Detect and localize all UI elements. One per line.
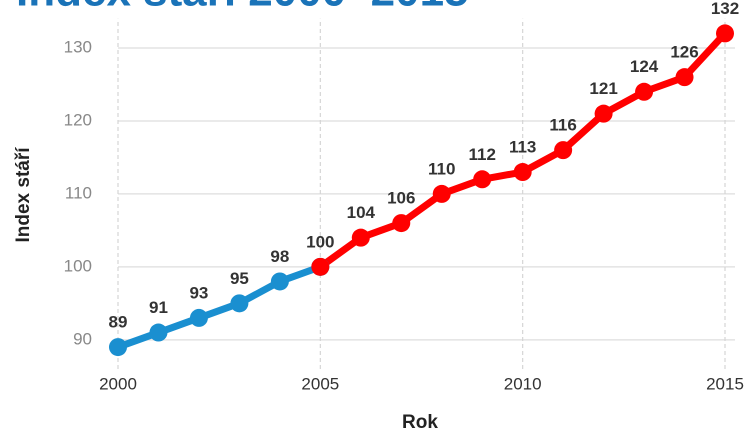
point xyxy=(675,68,694,87)
data-label: 112 xyxy=(468,145,495,164)
point xyxy=(473,170,492,189)
data-label: 93 xyxy=(189,283,208,302)
data-label: 91 xyxy=(149,298,168,317)
data-label: 95 xyxy=(230,269,249,288)
y-tick-label: 110 xyxy=(65,183,92,202)
point xyxy=(149,323,168,342)
x-tick-label: 2010 xyxy=(504,374,542,393)
point xyxy=(554,141,573,160)
point xyxy=(270,272,289,291)
y-tick-label: 130 xyxy=(64,37,92,56)
point xyxy=(716,24,734,43)
point xyxy=(311,257,330,276)
data-label: 116 xyxy=(549,116,576,135)
data-label: 100 xyxy=(306,232,334,251)
point xyxy=(230,294,249,313)
y-axis-label: Index stáří xyxy=(13,147,34,243)
y-tick-label: 90 xyxy=(73,329,92,348)
data-label: 132 xyxy=(711,0,739,18)
point xyxy=(392,214,411,233)
x-tick-label: 2005 xyxy=(301,374,339,393)
point xyxy=(189,308,208,327)
point xyxy=(109,338,127,357)
point xyxy=(351,228,370,247)
x-axis-label: Rok xyxy=(402,412,438,433)
data-label: 104 xyxy=(347,203,376,222)
y-tick-label: 120 xyxy=(64,110,92,129)
y-tick-label: 100 xyxy=(64,256,92,275)
data-label: 89 xyxy=(109,313,128,332)
point xyxy=(432,184,451,203)
data-label: 113 xyxy=(509,137,536,156)
point xyxy=(594,104,613,123)
data-label: 98 xyxy=(270,247,289,266)
chart-title: Index stáří 2000–2015 xyxy=(16,0,469,16)
data-label: 121 xyxy=(589,79,617,98)
data-label: 110 xyxy=(428,159,455,178)
point xyxy=(635,82,654,101)
data-label: 106 xyxy=(387,189,415,208)
point xyxy=(513,163,532,182)
data-label: 124 xyxy=(630,57,659,76)
data-label: 126 xyxy=(670,43,698,62)
x-tick-label: 2015 xyxy=(706,374,744,393)
x-tick-label: 2000 xyxy=(99,374,137,393)
